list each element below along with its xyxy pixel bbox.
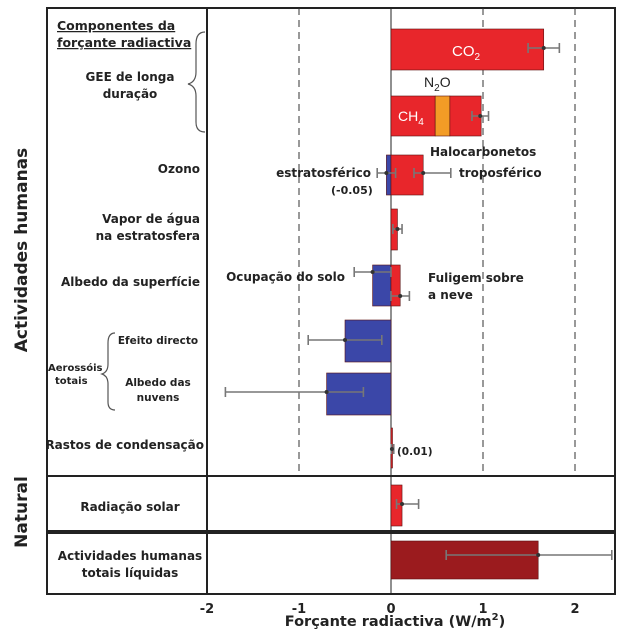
error-bar-rastos-de-condensa-o (389, 444, 395, 454)
strat-ozone-label: estratosférico (276, 166, 371, 180)
x-axis-ticks: -2 -1 0 1 2 (200, 602, 580, 617)
row-label-ghg-1: GEE de longa (86, 70, 175, 84)
contrail-value-label: (0.01) (397, 446, 433, 458)
row-label-cloud-albedo-1: Albedo das (125, 377, 191, 389)
error-bar-fuligem-sobre-a-neve (390, 291, 411, 301)
soot-label-2: a neve (428, 288, 473, 302)
ch4-label: CH4 (398, 108, 424, 128)
brace-ghg (187, 31, 206, 133)
bar-efeito-directo (344, 319, 392, 363)
x-tick-label: -1 (292, 602, 306, 617)
bar-ozono-estratosf-rico (386, 154, 392, 196)
x-tick-label: 0 (386, 602, 395, 617)
bar-actividades-humanas-totais-l-quidas (390, 540, 539, 580)
header-line-2: forçante radiactiva (57, 35, 191, 50)
bar-fuligem-sobre-a-neve (390, 264, 401, 307)
error-bar-ocupa-o-do-solo (353, 267, 392, 277)
trop-ozone-label: troposférico (459, 166, 542, 180)
bar-ch4 (390, 95, 436, 137)
bar-albedo-das-nuvens (326, 372, 392, 416)
bar-ocupa-o-do-solo (372, 264, 392, 307)
soot-label-1: Fuligem sobre (428, 271, 524, 285)
error-bar-albedo-das-nuvens (224, 387, 365, 397)
bar-co2 (390, 28, 545, 71)
annotations: CO2 N2O CH4 Halocarbonetos estratosféric… (226, 43, 542, 458)
row-label-contrails: Rastos de condensação (45, 438, 204, 452)
x-tick-label: -2 (200, 602, 214, 617)
strat-ozone-value: (-0.05) (331, 184, 373, 197)
chart-frame (46, 7, 616, 595)
outer-border (46, 7, 616, 595)
row-label-ozone: Ozono (158, 162, 200, 176)
row-label-strat-water-2: na estratosfera (96, 229, 200, 243)
x-tick-label: 1 (478, 602, 487, 617)
error-bar-co2 (527, 43, 561, 53)
row-label-aerosols-1: Aerossóis (48, 362, 103, 374)
row-label-total-2: totais líquidas (82, 566, 179, 580)
error-bar-efeito-directo (307, 335, 383, 345)
row-label-cloud-albedo-2: nuvens (137, 392, 180, 404)
row-label-aerosols-2: totais (55, 376, 88, 387)
error-bar-radia-o-solar (395, 499, 420, 509)
row-label-ghg-2: duração (103, 87, 158, 101)
error-bar-ozono-estratosf-rico (376, 168, 397, 178)
halocarbons-label: Halocarbonetos (430, 145, 536, 159)
land-use-label: Ocupação do solo (226, 270, 345, 284)
bars (326, 28, 545, 580)
error-bar-actividades-humanas-totais-l-quidas (445, 550, 613, 560)
group-label-human: Actividades humanas (12, 148, 32, 353)
brace-aerosols (100, 332, 116, 411)
bar-n2o (434, 95, 451, 137)
error-bar-ozono-troposf-rico (413, 168, 452, 178)
error-bars (224, 43, 613, 560)
x-axis-title: Forçante radiactiva (W/m2) (285, 612, 505, 630)
x-tick-label: 2 (570, 602, 579, 617)
row-labels: GEE de longa duração Ozono Vapor de água… (45, 70, 204, 580)
row-label-strat-water-1: Vapor de água (102, 212, 200, 226)
error-bar-vapor-de-gua-na-estratosfera (392, 224, 403, 234)
row-label-albedo: Albedo da superfície (61, 275, 200, 289)
header-line-1: Componentes da (57, 18, 175, 33)
n2o-label: N2O (424, 74, 451, 94)
group-label-natural: Natural (12, 476, 32, 548)
row-label-total-1: Actividades humanas (58, 549, 202, 563)
co2-label: CO2 (452, 43, 481, 63)
row-label-direct-effect: Efeito directo (118, 335, 198, 347)
error-bar-halocarbonetos (471, 111, 490, 121)
row-label-solar: Radiação solar (80, 500, 179, 514)
